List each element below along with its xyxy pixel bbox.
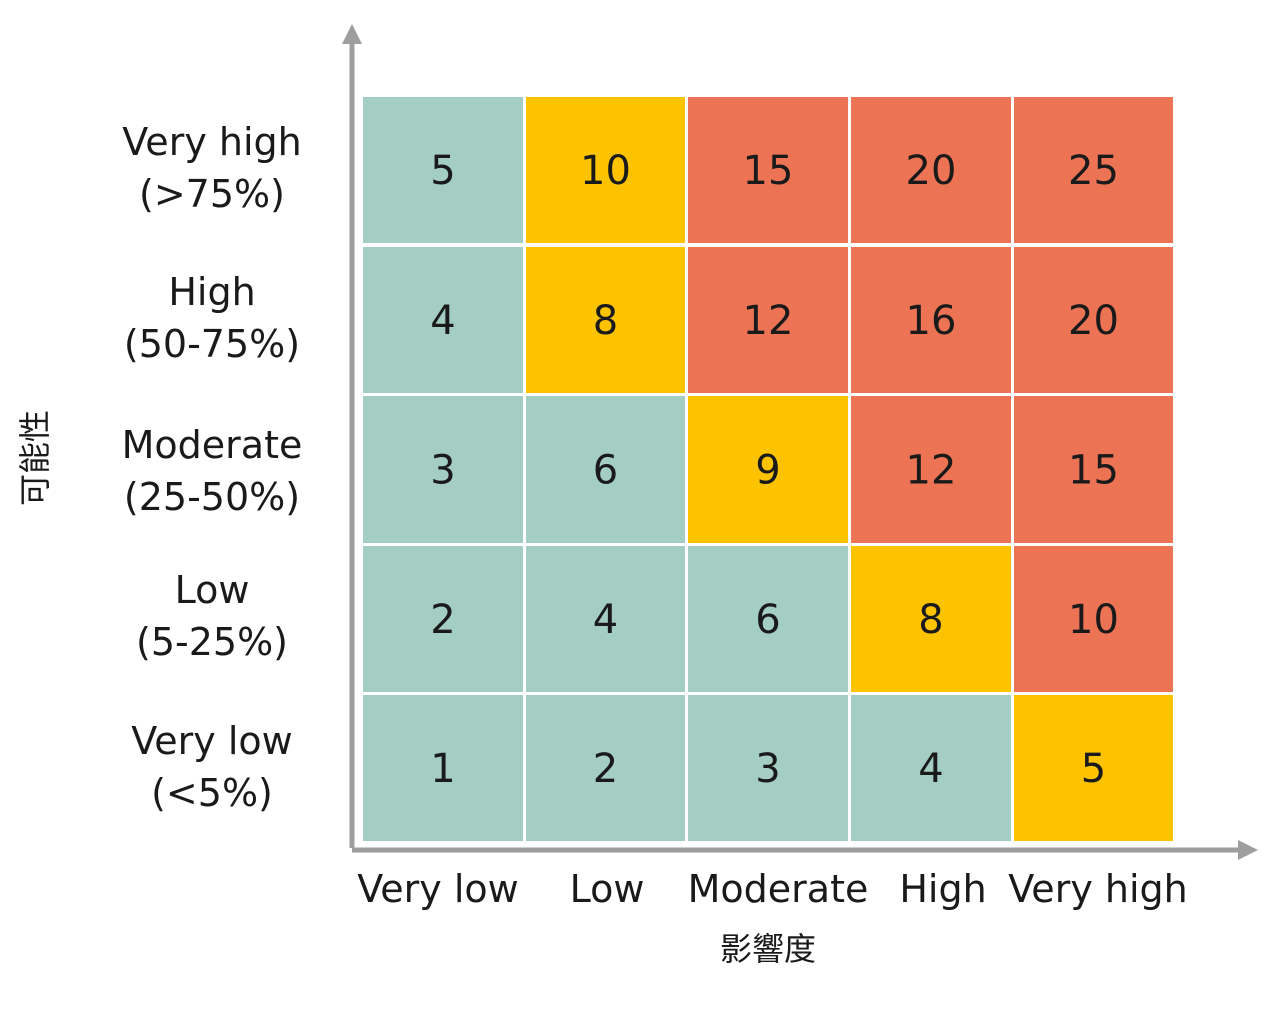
cell-value-label: 16 bbox=[906, 298, 957, 344]
y-tick-label: (50-75%) bbox=[124, 322, 300, 366]
cell-value-label: 4 bbox=[918, 746, 943, 792]
x-tick-label: High bbox=[899, 867, 986, 911]
cell-value-label: 15 bbox=[743, 148, 794, 194]
cell-value-label: 4 bbox=[593, 597, 618, 643]
heatmap-cell bbox=[526, 695, 685, 841]
y-tick-label: (25-50%) bbox=[124, 475, 300, 519]
heatmap-cell bbox=[1014, 546, 1173, 692]
y-tick-label: Moderate bbox=[122, 423, 303, 467]
x-tick-label: Low bbox=[570, 867, 645, 911]
y-tick-label: Very high bbox=[122, 120, 301, 164]
cell-value-label: 9 bbox=[755, 448, 780, 494]
cell-value-label: 1 bbox=[430, 746, 455, 792]
y-tick-label: High bbox=[168, 270, 255, 314]
heatmap-cell bbox=[688, 695, 848, 841]
cell-value-label: 2 bbox=[430, 597, 455, 643]
cell-value-label: 3 bbox=[430, 448, 455, 494]
heatmap-cell bbox=[363, 396, 523, 543]
cell-value-label: 5 bbox=[1081, 746, 1106, 792]
x-tick-labels: Very low Low Moderate High Very high bbox=[357, 867, 1187, 911]
heatmap-cell bbox=[526, 97, 685, 243]
cell-value-label: 6 bbox=[593, 448, 618, 494]
heatmap-cell bbox=[688, 396, 848, 543]
heatmap-cell bbox=[688, 247, 848, 393]
y-tick-label: Low bbox=[175, 568, 250, 612]
heatmap-cell bbox=[526, 546, 685, 692]
cell-value-label: 12 bbox=[906, 448, 957, 494]
cell-value-label: 12 bbox=[743, 298, 794, 344]
heatmap-cell bbox=[526, 247, 685, 393]
y-tick-label: (5-25%) bbox=[136, 620, 288, 664]
cell-value-label: 8 bbox=[593, 298, 618, 344]
heatmap-cell bbox=[851, 695, 1011, 841]
x-axis-title: 影響度 bbox=[720, 930, 816, 968]
y-axis-title: 可能性 bbox=[16, 410, 54, 506]
heatmap-cell bbox=[363, 695, 523, 841]
cell-value-label: 10 bbox=[580, 148, 631, 194]
heatmap-cell bbox=[1014, 97, 1173, 243]
y-tick-label: Very low bbox=[131, 719, 293, 763]
heatmap-cell bbox=[1014, 247, 1173, 393]
y-axis-arrow-icon bbox=[342, 24, 362, 44]
cell-value-label: 3 bbox=[755, 746, 780, 792]
heatmap-cell bbox=[363, 97, 523, 243]
heatmap-cells: 1 2 3 4 52 4 6 8 103 6 9 12 154 8 12 16 205 10 15 20 25 bbox=[363, 97, 1173, 841]
x-tick-label: Very low bbox=[357, 867, 519, 911]
heatmap-cell bbox=[1014, 396, 1173, 543]
heatmap-cell bbox=[688, 97, 848, 243]
cell-value-label: 8 bbox=[918, 597, 943, 643]
heatmap-cell bbox=[851, 247, 1011, 393]
heatmap-cell bbox=[851, 396, 1011, 543]
y-tick-labels: Very low (<5%) Low (5-25%) Moderate (25-50%) H… bbox=[122, 120, 303, 815]
x-axis-arrow-icon bbox=[1238, 840, 1258, 860]
cell-value-label: 4 bbox=[430, 298, 455, 344]
x-tick-label: Moderate bbox=[688, 867, 869, 911]
heatmap-cell bbox=[526, 396, 685, 543]
heatmap-cell bbox=[851, 97, 1011, 243]
cell-value-label: 15 bbox=[1068, 448, 1119, 494]
heatmap-cell bbox=[688, 546, 848, 692]
y-tick-label: (>75%) bbox=[139, 172, 285, 216]
cell-value-label: 6 bbox=[755, 597, 780, 643]
x-tick-label: Very high bbox=[1008, 867, 1187, 911]
cell-value-label: 20 bbox=[906, 148, 957, 194]
heatmap-cell bbox=[851, 546, 1011, 692]
axes bbox=[342, 24, 1258, 860]
cell-value-label: 10 bbox=[1068, 597, 1119, 643]
cell-value-label: 25 bbox=[1068, 148, 1119, 194]
cell-value-label: 5 bbox=[430, 148, 455, 194]
cell-value-label: 20 bbox=[1068, 298, 1119, 344]
heatmap-cell bbox=[1014, 695, 1173, 841]
heatmap-cell bbox=[363, 546, 523, 692]
heatmap-cell bbox=[363, 247, 523, 393]
cell-value-label: 2 bbox=[593, 746, 618, 792]
y-tick-label: (<5%) bbox=[151, 771, 273, 815]
